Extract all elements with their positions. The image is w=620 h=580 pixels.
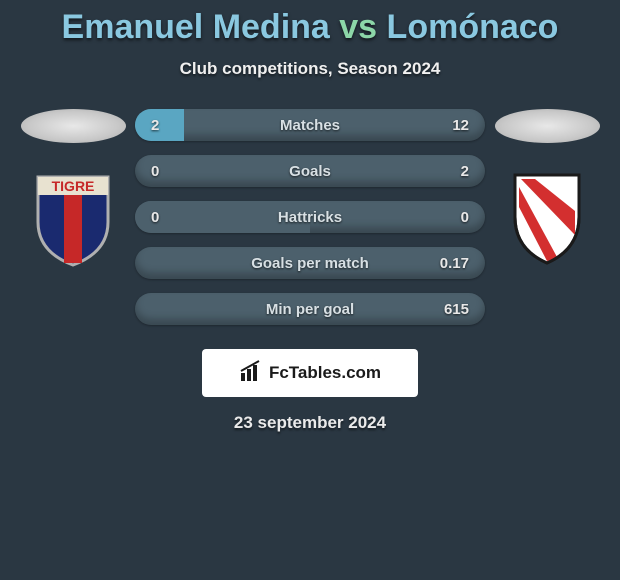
stat-label: Goals per match — [251, 255, 369, 272]
stat-label: Goals — [289, 163, 331, 180]
player2-photo-placeholder — [495, 109, 600, 143]
stat-row: 2 Matches 12 — [135, 109, 485, 141]
stats-column: 2 Matches 12 0 Goals 2 0 Hattricks 0 Goals per ma… — [135, 109, 485, 325]
chart-bars-icon — [239, 359, 263, 388]
stat-row: Goals per match 0.17 — [135, 247, 485, 279]
stat-right-value: 12 — [439, 117, 469, 134]
player1-photo-placeholder — [21, 109, 126, 143]
stat-right-value: 2 — [439, 163, 469, 180]
date-text: 23 september 2024 — [0, 413, 620, 433]
stat-left-value: 2 — [151, 117, 181, 134]
fctables-text: FcTables.com — [269, 363, 381, 383]
left-side: TIGRE — [13, 109, 133, 267]
fctables-logo[interactable]: FcTables.com — [202, 349, 418, 397]
stat-right-value: 0 — [439, 209, 469, 226]
comparison-widget: Emanuel Medina vs Lomónaco Club competit… — [0, 0, 620, 433]
stat-left-value: 0 — [151, 163, 181, 180]
vs-text: vs — [339, 8, 377, 46]
content-row: TIGRE 2 Matches 12 0 Goals 2 0 Hattricks 0 Goals … — [0, 109, 620, 325]
stat-right-value: 615 — [439, 301, 469, 318]
stat-left-value: 0 — [151, 209, 181, 226]
svg-text:TIGRE: TIGRE — [52, 178, 95, 194]
subtitle: Club competitions, Season 2024 — [0, 59, 620, 79]
right-side — [487, 109, 607, 267]
independiente-badge — [497, 167, 597, 267]
page-title: Emanuel Medina vs Lomónaco — [0, 8, 620, 47]
player1-name: Emanuel Medina — [62, 8, 330, 46]
player2-name: Lomónaco — [387, 8, 559, 46]
stat-label: Matches — [280, 117, 340, 134]
stat-label: Hattricks — [278, 209, 342, 226]
tigre-badge: TIGRE — [23, 167, 123, 267]
stat-right-value: 0.17 — [439, 255, 469, 272]
stat-row: 0 Goals 2 — [135, 155, 485, 187]
stat-label: Min per goal — [266, 301, 354, 318]
stat-row: Min per goal 615 — [135, 293, 485, 325]
stat-row: 0 Hattricks 0 — [135, 201, 485, 233]
